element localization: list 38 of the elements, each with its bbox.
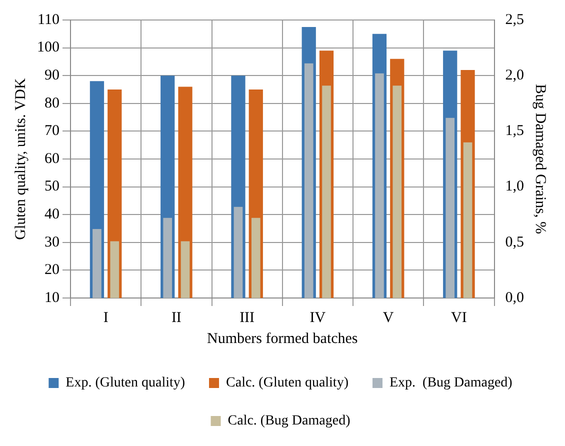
y-tick-label: 70 xyxy=(44,123,60,140)
x-axis-title: Numbers formed batches xyxy=(206,330,358,347)
bar xyxy=(251,218,260,298)
legend-label: Exp. (Bug Damaged) xyxy=(389,376,513,391)
y-tick-label: 90 xyxy=(44,68,60,84)
bar xyxy=(110,241,120,298)
y-tick-label: 40 xyxy=(44,206,60,223)
x-tick-label: VI xyxy=(451,310,467,326)
x-tick-label: I xyxy=(103,310,108,326)
y-tick-label: 60 xyxy=(44,150,60,167)
y-tick-label: 80 xyxy=(44,95,60,112)
bar xyxy=(463,142,472,298)
y-tick-label: 20 xyxy=(44,262,60,278)
y2-tick-label: 1,5 xyxy=(505,123,524,140)
y-tick-label: 30 xyxy=(44,234,60,250)
y-tick-label: 50 xyxy=(44,178,60,195)
legend-label: Exp. (Gluten quality) xyxy=(66,376,186,391)
bar xyxy=(446,118,455,298)
y2-tick-label: 2,5 xyxy=(505,12,524,28)
legend-label: Calc. (Bug Damaged) xyxy=(228,414,351,429)
legend-label: Calc. (Gluten quality) xyxy=(226,376,349,391)
bar xyxy=(163,218,172,298)
bar xyxy=(92,229,102,298)
y2-axis-title: Bug Damaged Grains, % xyxy=(532,84,548,234)
bar xyxy=(234,206,243,298)
y-tick-label: 100 xyxy=(37,40,60,56)
y-axis-title: Gluten quality, units. VDK xyxy=(12,78,29,240)
y2-tick-label: 1,0 xyxy=(505,178,524,195)
x-tick-label: II xyxy=(171,310,182,326)
y-tick-label: 110 xyxy=(38,12,60,28)
y-tick-label: 10 xyxy=(44,290,60,306)
x-tick-label: III xyxy=(240,310,255,326)
y2-tick-label: 0,0 xyxy=(505,290,524,306)
y2-tick-label: 0,5 xyxy=(505,234,524,250)
x-tick-label: IV xyxy=(310,310,326,326)
x-tick-label: V xyxy=(382,310,394,326)
y2-tick-label: 2,0 xyxy=(505,68,524,84)
bar xyxy=(180,241,190,298)
